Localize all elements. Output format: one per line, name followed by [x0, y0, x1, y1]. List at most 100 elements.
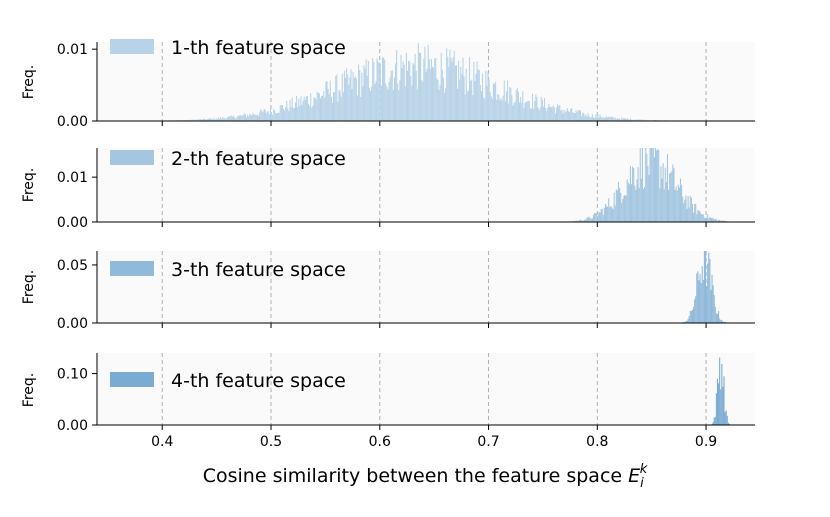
panel-2-bar — [611, 207, 613, 222]
panel-2-bar — [650, 148, 652, 222]
panel-2-bar — [644, 187, 646, 222]
panel-1-bar — [281, 105, 283, 121]
panel-1-bar — [315, 99, 317, 121]
panel-2-bar — [716, 220, 719, 222]
panel-1-bar — [526, 101, 528, 121]
panel-1-bar — [504, 101, 506, 121]
panel-2-bar — [695, 203, 697, 222]
panel-1-bar — [379, 63, 381, 121]
panel-2-bar — [711, 217, 713, 222]
panel-2-bar — [654, 148, 657, 222]
panel-1-bar — [303, 96, 305, 121]
panel-1-bar — [575, 110, 577, 121]
panel-2-bar — [605, 205, 608, 222]
panel-1-bar — [436, 78, 438, 121]
panel-2-bar — [574, 220, 576, 222]
panel-2-bar — [669, 173, 671, 222]
panel-3-bar — [713, 295, 715, 323]
panel-1-bar — [289, 99, 291, 121]
panel-1-bar — [577, 110, 579, 121]
panel-1-bar — [573, 113, 575, 121]
panel-1-bar — [211, 118, 213, 121]
panel-1-bar — [191, 119, 193, 121]
panel-3: 0.00 0.05 Freq. 3-th feature space — [21, 251, 755, 332]
panel-1-bar — [266, 111, 268, 121]
panel-1-bar — [572, 112, 574, 121]
panel-1-bar — [284, 110, 286, 121]
panel-1-y-ticks: 0.00 0.01 — [57, 42, 97, 130]
panel-1-bar — [462, 57, 464, 121]
panel-1-bar — [222, 117, 224, 121]
panel-1-bar — [302, 100, 304, 121]
panel-1-bar — [355, 78, 357, 121]
panel-2-bar — [626, 179, 628, 222]
panel-1-bar — [339, 90, 341, 121]
x-tick-label-0.4: 0.4 — [151, 434, 173, 450]
panel-1-bar — [583, 112, 585, 121]
panel-1-bar — [580, 116, 583, 121]
panel-3-bar — [701, 266, 703, 323]
panel-2-bar — [688, 207, 690, 222]
panel-1-bar — [307, 103, 310, 121]
panel-1-bar — [313, 97, 315, 121]
panel-1-bar — [602, 117, 604, 121]
panel-3-bar — [718, 310, 720, 323]
panel-1-bar — [461, 74, 463, 121]
panel-1-bar — [427, 44, 429, 121]
panel-1-bar — [513, 102, 515, 121]
panel-1-bar — [499, 100, 501, 121]
panel-1-bar — [271, 111, 273, 121]
panel-1-bar — [591, 113, 593, 121]
panel-1-bar — [206, 118, 208, 121]
panel-1-bar — [571, 107, 573, 121]
panel-2-bar — [687, 196, 689, 222]
panel-4-bar — [723, 376, 725, 425]
panel-2-bar — [601, 208, 603, 222]
panel-1-bar — [563, 109, 565, 121]
panel-1-bar — [533, 108, 535, 121]
panel-1-bar — [331, 102, 334, 121]
panel-1-bar — [554, 113, 556, 121]
panel-2-bar — [685, 195, 687, 222]
panel-4-ylabel: Freq. — [21, 373, 37, 407]
panel-1-bar — [631, 119, 633, 121]
panel-1-bar — [455, 65, 457, 121]
panel-1-bar — [372, 58, 374, 121]
panel-1-bar — [620, 119, 622, 121]
panel-2-bar — [679, 178, 682, 222]
panel-1-bar — [409, 61, 411, 121]
panel-2-bars — [455, 148, 739, 222]
panel-1-bar — [195, 119, 198, 121]
panel-3-bar — [700, 283, 702, 323]
panel-1-bar — [485, 70, 487, 121]
panel-3-legend-label: 3-th feature space — [171, 259, 346, 281]
panel-2-bar — [610, 205, 612, 222]
panel-1-bar — [309, 106, 311, 121]
panel-1-bar — [364, 68, 366, 121]
panel-1-bar — [250, 114, 252, 121]
panel-1-bar — [380, 85, 382, 121]
panel-1-bar — [547, 107, 549, 121]
panel-1-bar — [536, 97, 538, 121]
panel-1-bar — [471, 79, 473, 121]
panel-1-bar — [495, 81, 497, 121]
panel-1-bar — [290, 107, 292, 121]
panel-1-bar — [269, 106, 272, 121]
panel-1-bar — [645, 119, 647, 121]
panel-1-bar — [256, 114, 258, 121]
panel-3-bar — [724, 321, 726, 323]
panel-1-bar — [406, 70, 409, 121]
panel-2-bar — [676, 190, 678, 222]
panel-1-bar — [321, 95, 323, 121]
panel-2-bar — [608, 198, 610, 222]
panel-2-bar — [702, 214, 704, 222]
panel-1-bar — [314, 97, 316, 121]
panel-1-bar — [488, 78, 490, 121]
panel-1-bar — [322, 95, 324, 121]
panel-1-bar — [340, 96, 342, 121]
panel-2-bar — [638, 187, 640, 222]
panel-1-bar — [454, 65, 456, 121]
panel-1-bar — [392, 89, 394, 121]
panel-2-legend-label: 2-th feature space — [171, 148, 346, 170]
panel-1-bar — [524, 102, 526, 121]
